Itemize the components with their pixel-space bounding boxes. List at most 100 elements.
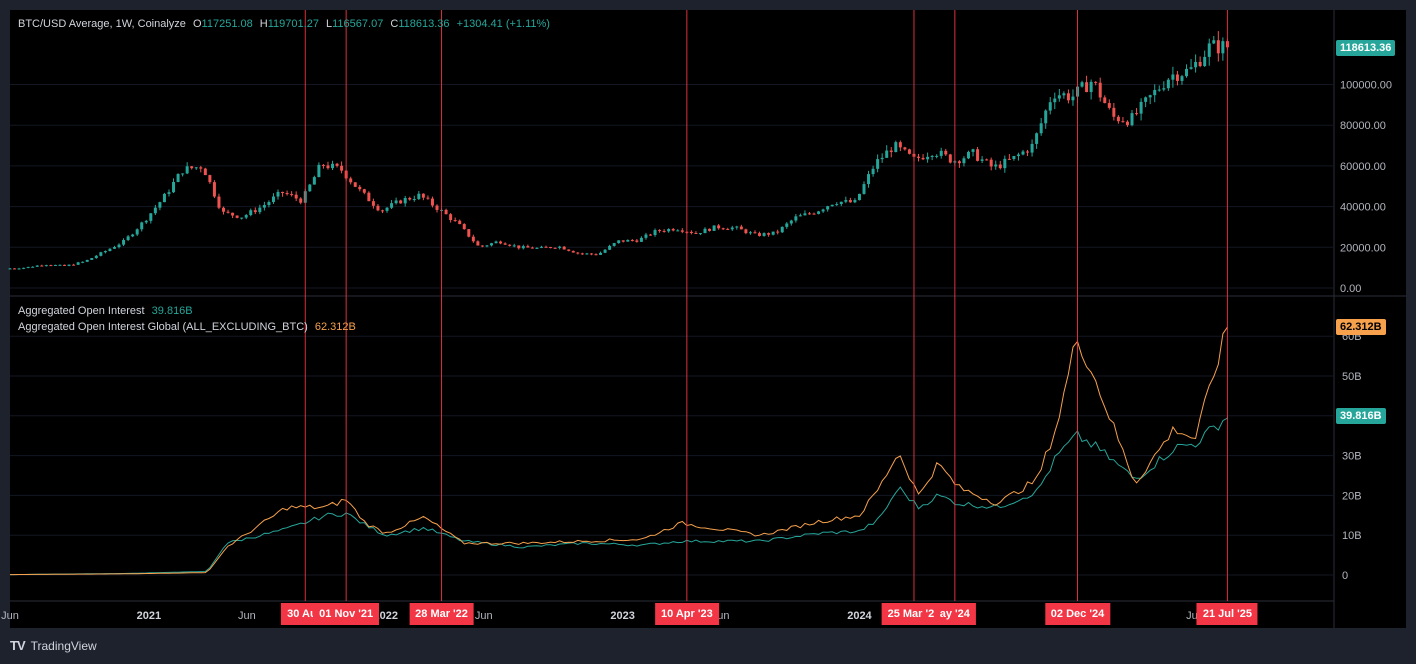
candle-body[interactable] (680, 230, 684, 232)
candle-body[interactable] (103, 251, 107, 253)
candle-body[interactable] (126, 236, 130, 241)
candle-body[interactable] (789, 220, 793, 224)
candle-body[interactable] (1198, 61, 1202, 67)
candle-body[interactable] (703, 228, 707, 234)
candle-body[interactable] (1044, 110, 1048, 124)
candle-body[interactable] (1007, 158, 1011, 160)
candle-body[interactable] (367, 192, 371, 202)
candle-body[interactable] (453, 220, 457, 222)
candle-body[interactable] (122, 240, 126, 245)
candle-body[interactable] (485, 245, 489, 247)
candle-body[interactable] (376, 205, 380, 211)
candle-body[interactable] (499, 241, 503, 244)
candle-body[interactable] (917, 156, 921, 158)
candle-body[interactable] (930, 156, 934, 158)
candle-body[interactable] (167, 192, 171, 194)
candle-body[interactable] (771, 231, 775, 235)
candle-body[interactable] (217, 196, 221, 208)
candle-body[interactable] (603, 249, 607, 253)
candle-body[interactable] (780, 226, 784, 233)
candle-body[interactable] (108, 248, 112, 252)
candle-body[interactable] (1021, 151, 1025, 155)
candle-body[interactable] (226, 211, 230, 213)
candle-body[interactable] (812, 213, 816, 215)
candle-body[interactable] (549, 247, 553, 249)
candle-body[interactable] (1194, 61, 1198, 68)
candle-body[interactable] (508, 244, 512, 246)
candle-body[interactable] (194, 167, 198, 169)
candle-body[interactable] (444, 209, 448, 215)
candle-body[interactable] (1125, 121, 1129, 126)
candle-body[interactable] (1066, 93, 1070, 101)
candle-body[interactable] (803, 213, 807, 216)
candle-body[interactable] (394, 200, 398, 204)
candle-body[interactable] (349, 178, 353, 183)
candle-body[interactable] (1212, 40, 1216, 44)
candle-body[interactable] (862, 184, 866, 194)
candle-body[interactable] (199, 167, 203, 169)
candle-body[interactable] (90, 258, 94, 260)
symbol-title[interactable]: BTC/USD Average, 1W, Coinalyze (18, 18, 186, 30)
candle-body[interactable] (576, 252, 580, 254)
candle-body[interactable] (939, 150, 943, 156)
candle-body[interactable] (1039, 123, 1043, 134)
candle-body[interactable] (530, 247, 534, 249)
candle-body[interactable] (1207, 43, 1211, 57)
candle-body[interactable] (1057, 95, 1061, 99)
candle-body[interactable] (876, 159, 880, 169)
candle-body[interactable] (1035, 133, 1039, 144)
candle-body[interactable] (430, 198, 434, 206)
candle-body[interactable] (567, 249, 571, 251)
candle-body[interactable] (412, 199, 416, 201)
candle-body[interactable] (1098, 82, 1102, 98)
candle-body[interactable] (957, 161, 961, 164)
candle-body[interactable] (421, 193, 425, 198)
candle-body[interactable] (176, 174, 180, 183)
candle-body[interactable] (331, 163, 335, 169)
candle-body[interactable] (635, 240, 639, 242)
candle-body[interactable] (471, 236, 475, 242)
candle-body[interactable] (240, 217, 244, 219)
candle-body[interactable] (281, 191, 285, 194)
candle-body[interactable] (22, 267, 26, 269)
candle-body[interactable] (894, 142, 898, 153)
candle-body[interactable] (476, 241, 480, 246)
candle-body[interactable] (653, 230, 657, 235)
candle-body[interactable] (821, 209, 825, 212)
candle-body[interactable] (340, 165, 344, 171)
candle-body[interactable] (494, 241, 498, 244)
candle-body[interactable] (553, 247, 557, 249)
candle-body[interactable] (671, 229, 675, 231)
candle-body[interactable] (599, 252, 603, 255)
candle-body[interactable] (285, 193, 289, 195)
candle-body[interactable] (658, 230, 662, 232)
candle-body[interactable] (1094, 81, 1098, 83)
candle-body[interactable] (1203, 56, 1207, 67)
candle-body[interactable] (512, 245, 516, 247)
candle-body[interactable] (785, 223, 789, 227)
candle-body[interactable] (889, 150, 893, 153)
candle-body[interactable] (608, 245, 612, 250)
candle-body[interactable] (1121, 121, 1125, 123)
candle-body[interactable] (798, 215, 802, 217)
candle-body[interactable] (426, 197, 430, 199)
candle-body[interactable] (85, 259, 89, 262)
candle-body[interactable] (717, 225, 721, 229)
candle-body[interactable] (67, 264, 71, 266)
candle-body[interactable] (1175, 74, 1179, 81)
candle-body[interactable] (867, 174, 871, 185)
candle-body[interactable] (994, 164, 998, 167)
candle-body[interactable] (135, 229, 139, 235)
candle-body[interactable] (935, 155, 939, 157)
oi-line-global[interactable] (10, 326, 1228, 576)
oi-legend-2[interactable]: Aggregated Open Interest Global (ALL_EXC… (18, 321, 356, 333)
candle-body[interactable] (1162, 88, 1166, 90)
candle-body[interactable] (208, 175, 212, 183)
candle-body[interactable] (976, 149, 980, 161)
candle-body[interactable] (744, 229, 748, 234)
candle-body[interactable] (921, 157, 925, 160)
candle-body[interactable] (140, 222, 144, 230)
candle-body[interactable] (35, 265, 39, 267)
candle-body[interactable] (72, 264, 76, 266)
candle-body[interactable] (521, 246, 525, 249)
